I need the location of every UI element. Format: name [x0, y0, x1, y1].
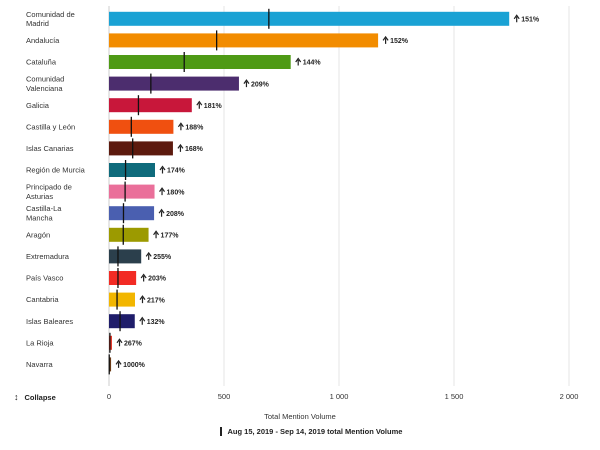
collapse-button[interactable]: ↕ Collapse — [14, 390, 56, 404]
category-label: Extremadura — [26, 252, 70, 261]
change-label: 181% — [204, 103, 223, 110]
bar — [109, 227, 149, 242]
bar — [109, 163, 155, 177]
category-label: Aragón — [26, 230, 50, 239]
x-tick-label: 1 500 — [445, 392, 464, 401]
category-label: Cataluña — [26, 58, 57, 67]
category-label: Cantabria — [26, 295, 59, 304]
change-label: 217% — [147, 297, 166, 304]
category-label: La Rioja — [26, 338, 54, 347]
change-label: 177% — [161, 233, 180, 240]
category-label: Principado de Asturias — [26, 183, 72, 201]
up-arrow-icon — [153, 230, 160, 239]
bar — [109, 11, 510, 26]
up-arrow-icon — [513, 14, 520, 23]
up-arrow-icon — [145, 251, 152, 260]
bar — [109, 76, 239, 91]
bar — [109, 55, 291, 69]
previous-period-legend: Aug 15, 2019 - Sep 14, 2019 total Mentio… — [220, 427, 402, 436]
category-label: Navarra — [26, 360, 54, 369]
bar — [109, 98, 192, 113]
change-label: 188% — [185, 125, 204, 132]
category-label: Castilla-La Mancha — [26, 204, 62, 222]
category-label: Comunidad de Madrid — [26, 10, 75, 28]
up-arrow-icon — [159, 187, 166, 196]
bar — [109, 271, 137, 285]
up-arrow-icon — [243, 79, 250, 88]
x-tick-label: 2 000 — [560, 392, 579, 401]
previous-period-marker-icon — [220, 427, 222, 436]
change-label: 144% — [303, 60, 322, 67]
change-label: 152% — [390, 38, 409, 45]
up-arrow-icon — [115, 359, 122, 368]
x-tick-label: 1 000 — [330, 392, 349, 401]
bar — [109, 33, 379, 48]
bar — [109, 249, 142, 264]
change-label: 255% — [153, 254, 172, 261]
x-tick-label: 500 — [218, 392, 231, 401]
change-label: 208% — [166, 211, 185, 218]
change-label: 209% — [251, 81, 270, 88]
up-arrow-icon — [158, 208, 165, 217]
up-arrow-icon — [140, 273, 147, 282]
category-label: Islas Canarias — [26, 144, 74, 153]
bar — [109, 141, 173, 156]
change-label: 151% — [521, 17, 540, 24]
category-label: Comunidad Valenciana — [26, 75, 64, 93]
previous-period-label: Aug 15, 2019 - Sep 14, 2019 total Mentio… — [227, 427, 403, 436]
up-arrow-icon — [139, 316, 146, 325]
up-arrow-icon — [382, 35, 389, 44]
up-arrow-icon — [196, 100, 203, 109]
up-arrow-icon — [295, 57, 302, 66]
bar — [109, 357, 112, 372]
bar — [109, 119, 174, 134]
bar — [109, 184, 155, 199]
x-axis-title: Total Mention Volume — [264, 412, 336, 421]
change-label: 180% — [167, 189, 186, 196]
category-label: Andalucía — [26, 36, 60, 45]
category-label: Región de Murcia — [26, 166, 86, 175]
change-label: 203% — [148, 276, 167, 283]
x-tick-label: 0 — [107, 392, 111, 401]
change-label: 1000% — [123, 362, 146, 369]
up-arrow-icon — [116, 338, 123, 347]
category-label: Castilla y León — [26, 122, 75, 131]
change-label: 168% — [185, 146, 204, 153]
up-arrow-icon — [159, 165, 166, 174]
change-label: 174% — [167, 168, 186, 175]
collapse-label: Collapse — [24, 392, 56, 402]
change-label: 267% — [124, 341, 143, 348]
up-arrow-icon — [139, 295, 146, 304]
collapse-icon: ↕ — [14, 391, 19, 402]
bar — [109, 206, 155, 221]
up-arrow-icon — [177, 122, 184, 131]
category-label: País Vasco — [26, 274, 63, 283]
bar — [109, 314, 135, 329]
category-label: Galicia — [26, 101, 50, 110]
category-label: Islas Baleares — [26, 317, 73, 326]
up-arrow-icon — [177, 143, 184, 152]
change-label: 132% — [147, 319, 166, 326]
bar — [109, 292, 135, 307]
